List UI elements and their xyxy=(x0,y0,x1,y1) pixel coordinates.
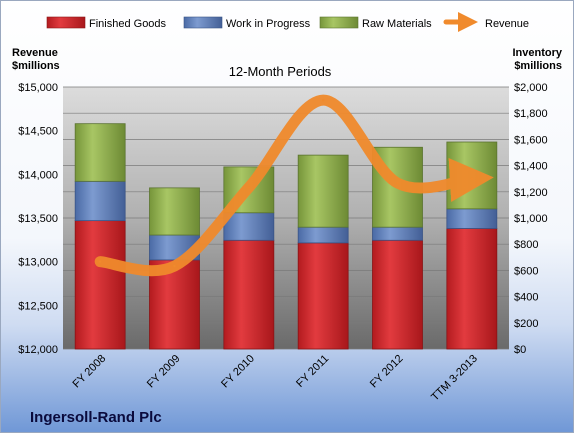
bar-finished-goods xyxy=(372,239,423,350)
left-tick-label: $15,000 xyxy=(18,82,58,94)
left-tick-label: $14,000 xyxy=(18,169,58,181)
bar-raw-materials xyxy=(149,187,200,236)
right-axis-title-line1: Inventory xyxy=(512,47,562,59)
right-axis-title-line2: $millions xyxy=(514,60,562,72)
right-tick-label: $200 xyxy=(514,318,538,330)
left-tick-label: $12,000 xyxy=(18,344,58,356)
left-tick-label: $14,500 xyxy=(18,126,58,138)
bar-finished-goods xyxy=(297,242,349,350)
right-tick-label: $2,000 xyxy=(514,82,548,94)
right-tick-label: $400 xyxy=(514,292,538,304)
right-tick-label: $0 xyxy=(514,344,526,356)
revenue-point xyxy=(173,264,176,268)
legend-label-finished-goods: Finished Goods xyxy=(89,18,167,30)
right-tick-label: $600 xyxy=(514,265,538,277)
bar-finished-goods xyxy=(223,239,275,350)
left-axis-title-line2: $millions xyxy=(12,60,60,72)
right-tick-label: $1,400 xyxy=(514,161,548,173)
left-tick-label: $13,000 xyxy=(18,257,58,269)
right-tick-label: $1,000 xyxy=(514,213,548,225)
revenue-point xyxy=(247,186,251,189)
revenue-point xyxy=(98,260,102,263)
legend-label-raw-materials: Raw Materials xyxy=(362,18,432,30)
legend-swatch-work-in-progress xyxy=(183,16,223,29)
right-tick-label: $1,600 xyxy=(514,134,548,146)
legend-label-work-in-progress: Work in Progress xyxy=(226,18,311,30)
bar-raw-materials xyxy=(74,123,126,182)
left-tick-label: $13,500 xyxy=(18,213,58,225)
legend-swatch-finished-goods xyxy=(46,16,86,29)
bar-work-in-progress xyxy=(223,212,275,241)
revenue-point xyxy=(470,177,474,180)
bar-finished-goods xyxy=(74,220,126,350)
bar-work-in-progress xyxy=(297,226,349,244)
company-name: Ingersoll-Rand Plc xyxy=(30,409,162,426)
revenue-point xyxy=(396,181,399,185)
legend-label-revenue: Revenue xyxy=(485,18,529,30)
revenue-line-layer xyxy=(94,94,494,277)
revenue-point xyxy=(321,98,325,102)
bar-work-in-progress xyxy=(74,180,126,222)
bar-finished-goods xyxy=(446,228,498,350)
legend: Finished Goods Work in Progress Raw Mate… xyxy=(46,12,529,32)
left-axis-title-line1: Revenue xyxy=(12,47,58,59)
bar-raw-materials xyxy=(297,154,349,228)
right-tick-label: $800 xyxy=(514,239,538,251)
right-tick-label: $1,200 xyxy=(514,187,548,199)
left-tick-label: $12,500 xyxy=(18,300,58,312)
legend-swatch-raw-materials xyxy=(319,16,359,29)
chart-subtitle: 12-Month Periods xyxy=(229,64,332,79)
right-tick-label: $1,800 xyxy=(514,108,548,120)
bar-work-in-progress xyxy=(446,208,498,229)
bar-work-in-progress xyxy=(372,226,423,241)
